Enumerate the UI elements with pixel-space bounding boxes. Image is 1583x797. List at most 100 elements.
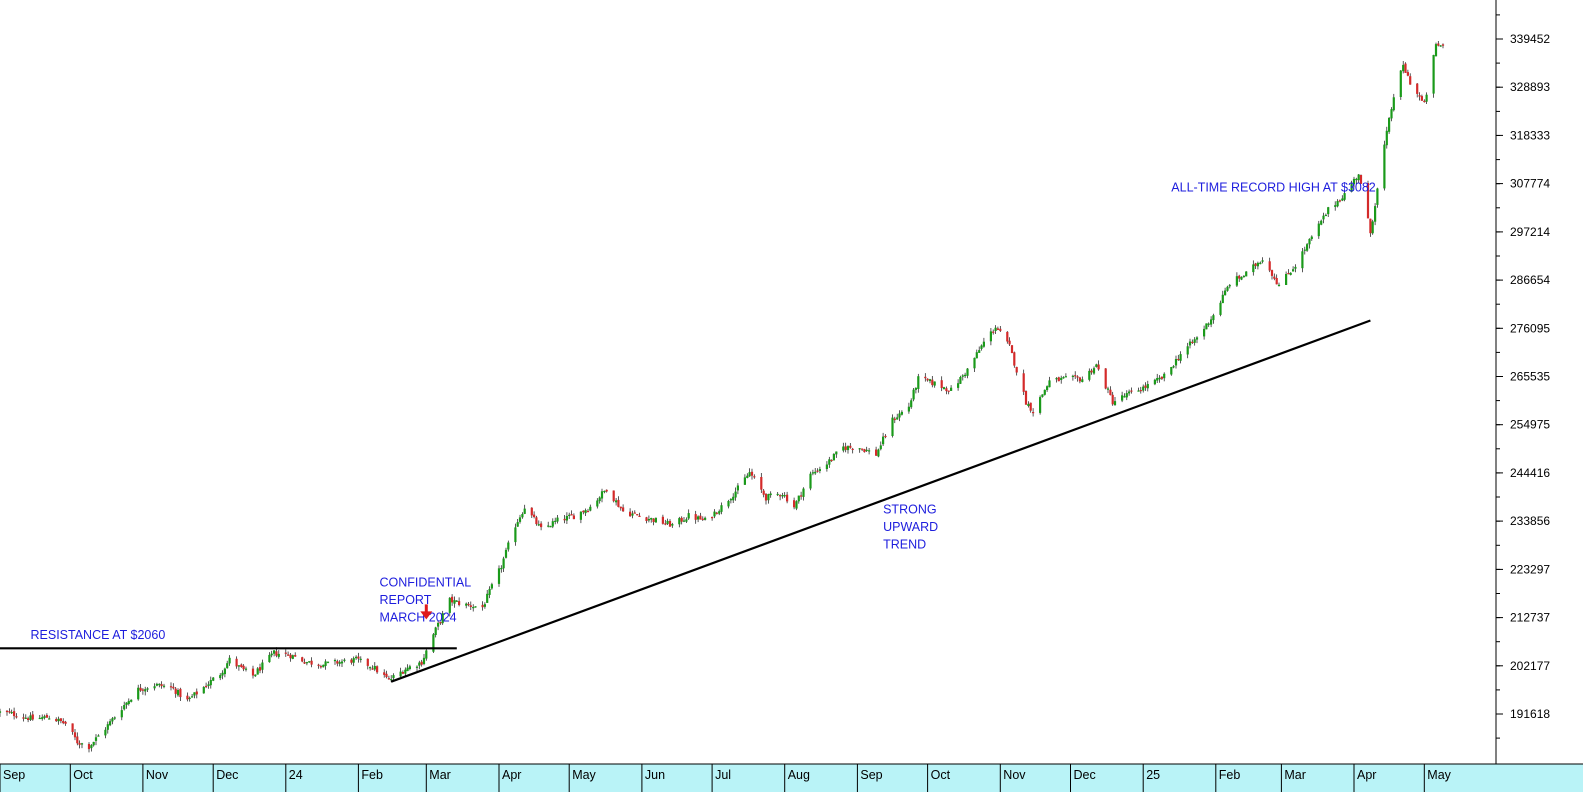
trend-label-line-2: UPWARD bbox=[883, 520, 938, 534]
drawn-lines-layer bbox=[0, 319, 1371, 683]
candle bbox=[120, 706, 123, 721]
candle bbox=[1057, 376, 1060, 382]
y-axis: 191618 202177 212737 223297 233856 244416 2549… bbox=[1495, 0, 1550, 764]
candle bbox=[1420, 94, 1423, 101]
candle bbox=[1402, 61, 1405, 74]
candle bbox=[62, 718, 65, 725]
candle bbox=[917, 373, 920, 393]
candle bbox=[455, 600, 458, 602]
candle bbox=[615, 498, 618, 506]
candle bbox=[633, 510, 636, 514]
candle bbox=[762, 489, 765, 498]
candle bbox=[1439, 45, 1442, 47]
candle bbox=[914, 387, 917, 394]
candle bbox=[481, 601, 484, 611]
candle bbox=[596, 498, 599, 509]
candle bbox=[287, 651, 290, 656]
candle bbox=[38, 715, 41, 720]
candle bbox=[896, 413, 899, 420]
candle bbox=[928, 378, 932, 384]
candle bbox=[1055, 377, 1058, 383]
candle bbox=[776, 492, 779, 496]
candle bbox=[518, 514, 522, 524]
candle bbox=[1064, 373, 1067, 378]
candle bbox=[537, 520, 540, 527]
candle bbox=[1128, 389, 1131, 396]
candle bbox=[851, 447, 854, 454]
candle bbox=[600, 488, 604, 503]
candle bbox=[912, 388, 915, 402]
x-tick-label: Dec bbox=[216, 768, 238, 782]
x-tick-label: Apr bbox=[502, 768, 521, 782]
candle bbox=[366, 658, 369, 670]
candle bbox=[572, 513, 575, 520]
candle bbox=[666, 518, 669, 525]
candle bbox=[629, 508, 632, 517]
candle bbox=[399, 667, 402, 677]
candle bbox=[80, 742, 84, 749]
candle bbox=[497, 565, 501, 587]
candle bbox=[645, 516, 648, 524]
y-tick-label: 318333 bbox=[1510, 128, 1550, 142]
candle bbox=[748, 468, 751, 477]
candle bbox=[458, 597, 461, 607]
candle bbox=[875, 446, 878, 456]
candle bbox=[1383, 140, 1386, 191]
candle bbox=[533, 511, 536, 519]
candle bbox=[982, 337, 985, 348]
candle bbox=[1039, 395, 1042, 415]
candle bbox=[434, 626, 437, 638]
candle bbox=[169, 682, 173, 691]
candle bbox=[1357, 174, 1360, 183]
candle bbox=[104, 727, 107, 739]
x-tick-label: Nov bbox=[146, 768, 169, 782]
candle bbox=[1261, 257, 1264, 264]
candle bbox=[256, 667, 259, 675]
candle bbox=[685, 517, 688, 523]
candle bbox=[1142, 384, 1145, 393]
candle bbox=[1188, 338, 1192, 349]
candle bbox=[1029, 402, 1032, 413]
candle bbox=[1226, 285, 1229, 292]
candle bbox=[59, 718, 62, 724]
x-tick-label: Oct bbox=[73, 768, 93, 782]
candle bbox=[1240, 276, 1243, 281]
candle bbox=[711, 516, 714, 521]
x-tick-label: Jun bbox=[645, 768, 665, 782]
candle bbox=[1341, 195, 1344, 202]
candle bbox=[319, 664, 322, 669]
candle bbox=[1076, 375, 1079, 382]
candle bbox=[973, 357, 976, 372]
candle bbox=[1160, 376, 1163, 380]
candle bbox=[41, 714, 44, 721]
x-tick-label: Sep bbox=[3, 768, 25, 782]
candle bbox=[226, 660, 229, 669]
candle bbox=[654, 517, 657, 523]
candle bbox=[207, 681, 210, 689]
candle bbox=[202, 686, 205, 694]
candle bbox=[891, 414, 894, 438]
candle bbox=[1338, 199, 1341, 203]
candle bbox=[1256, 261, 1259, 270]
candle bbox=[652, 518, 655, 526]
candle bbox=[109, 718, 112, 727]
candle bbox=[729, 498, 732, 504]
y-tick-label: 244416 bbox=[1510, 466, 1550, 480]
candle bbox=[1090, 368, 1093, 375]
candle bbox=[212, 677, 215, 682]
candle bbox=[294, 652, 297, 657]
candle bbox=[1153, 378, 1156, 386]
candle bbox=[603, 490, 606, 494]
candle bbox=[668, 519, 672, 527]
y-tick-label: 276095 bbox=[1510, 321, 1550, 335]
candle bbox=[172, 683, 175, 690]
candle bbox=[8, 708, 11, 714]
candle bbox=[650, 517, 653, 523]
candle bbox=[1125, 390, 1128, 401]
candle bbox=[343, 658, 346, 663]
x-tick-label: May bbox=[572, 768, 596, 782]
candle bbox=[191, 694, 194, 698]
y-tick-label: 265535 bbox=[1510, 370, 1550, 384]
candle bbox=[1388, 117, 1391, 134]
candle bbox=[90, 744, 93, 752]
